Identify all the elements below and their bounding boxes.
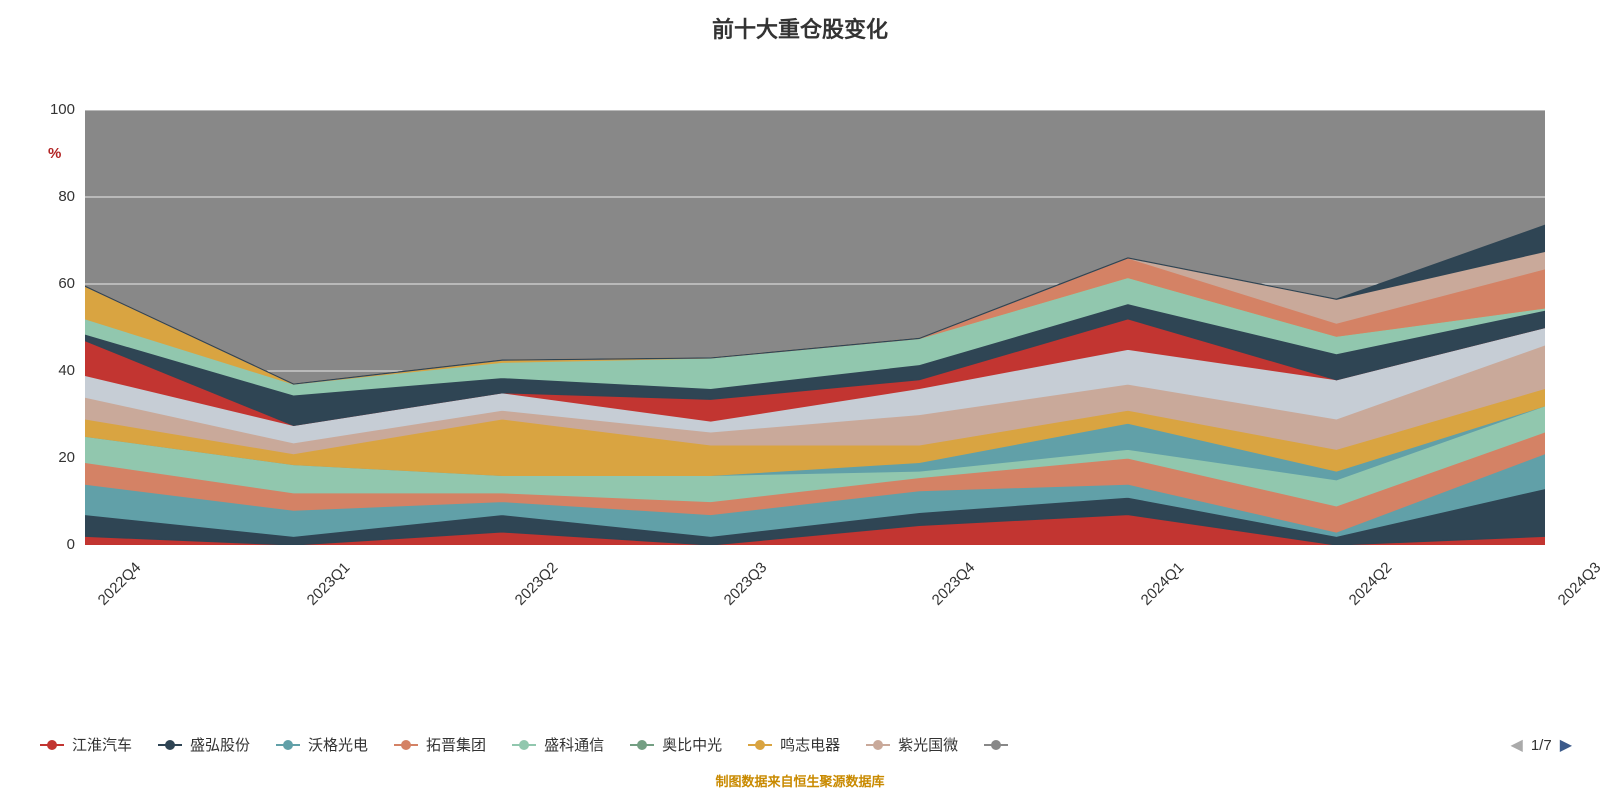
legend-marker-icon: [630, 744, 654, 746]
x-tick-label: 2023Q2: [512, 559, 562, 609]
y-tick-label: 60: [15, 275, 75, 292]
chart-footer: 制图数据来自恒生聚源数据库: [0, 771, 1600, 790]
legend-label: 奥比中光: [662, 734, 722, 755]
legend-label: 盛弘股份: [190, 734, 250, 755]
y-tick-label: 0: [15, 536, 75, 553]
y-tick-label: 100: [15, 101, 75, 118]
legend-marker-icon: [984, 744, 1008, 746]
x-tick-label: 2024Q2: [1346, 559, 1396, 609]
pager-next-icon[interactable]: ▶: [1560, 735, 1572, 755]
legend-label: 江淮汽车: [72, 734, 132, 755]
y-tick-label: 40: [15, 362, 75, 379]
legend-marker-icon: [276, 744, 300, 746]
legend-item[interactable]: 鸣志电器: [748, 734, 840, 755]
legend-item[interactable]: 江淮汽车: [40, 734, 132, 755]
legend-label: 沃格光电: [308, 734, 368, 755]
legend-overflow-marker: [984, 744, 1008, 746]
legend-label: 紫光国微: [898, 734, 958, 755]
legend-item[interactable]: 盛科通信: [512, 734, 604, 755]
legend-item[interactable]: 沃格光电: [276, 734, 368, 755]
legend-marker-icon: [40, 744, 64, 746]
y-tick-label: 80: [15, 188, 75, 205]
legend-marker-icon: [512, 744, 536, 746]
legend-pager: ◀ 1/7 ▶: [1511, 735, 1572, 755]
legend-item[interactable]: 奥比中光: [630, 734, 722, 755]
x-tick-label: 2022Q4: [95, 559, 145, 609]
legend-marker-icon: [748, 744, 772, 746]
x-tick-label: 2023Q1: [303, 559, 353, 609]
y-axis-unit: %: [48, 145, 61, 162]
plot-area: [85, 110, 1545, 545]
legend-item[interactable]: 拓晋集团: [394, 734, 486, 755]
chart-title: 前十大重仓股变化: [0, 12, 1600, 44]
y-tick-label: 20: [15, 449, 75, 466]
legend-item[interactable]: 盛弘股份: [158, 734, 250, 755]
legend-item[interactable]: 紫光国微: [866, 734, 958, 755]
x-tick-label: 2023Q4: [929, 559, 979, 609]
chart-container: 前十大重仓股变化 % 0 20 40 60 80 100 2022Q4 2023Q1 2023…: [0, 0, 1600, 800]
legend-label: 盛科通信: [544, 734, 604, 755]
stacked-area-chart: [85, 110, 1545, 545]
pager-page-label: 1/7: [1531, 737, 1552, 754]
legend-marker-icon: [866, 744, 890, 746]
legend: 江淮汽车 盛弘股份 沃格光电 拓晋集团 盛科通信 奥比中光 鸣志电器 紫光国微: [40, 734, 1560, 755]
x-tick-label: 2024Q3: [1555, 559, 1600, 609]
legend-marker-icon: [158, 744, 182, 746]
legend-marker-icon: [394, 744, 418, 746]
x-tick-label: 2023Q3: [720, 559, 770, 609]
legend-label: 鸣志电器: [780, 734, 840, 755]
x-tick-label: 2024Q1: [1137, 559, 1187, 609]
pager-prev-icon[interactable]: ◀: [1511, 735, 1523, 755]
legend-label: 拓晋集团: [426, 734, 486, 755]
